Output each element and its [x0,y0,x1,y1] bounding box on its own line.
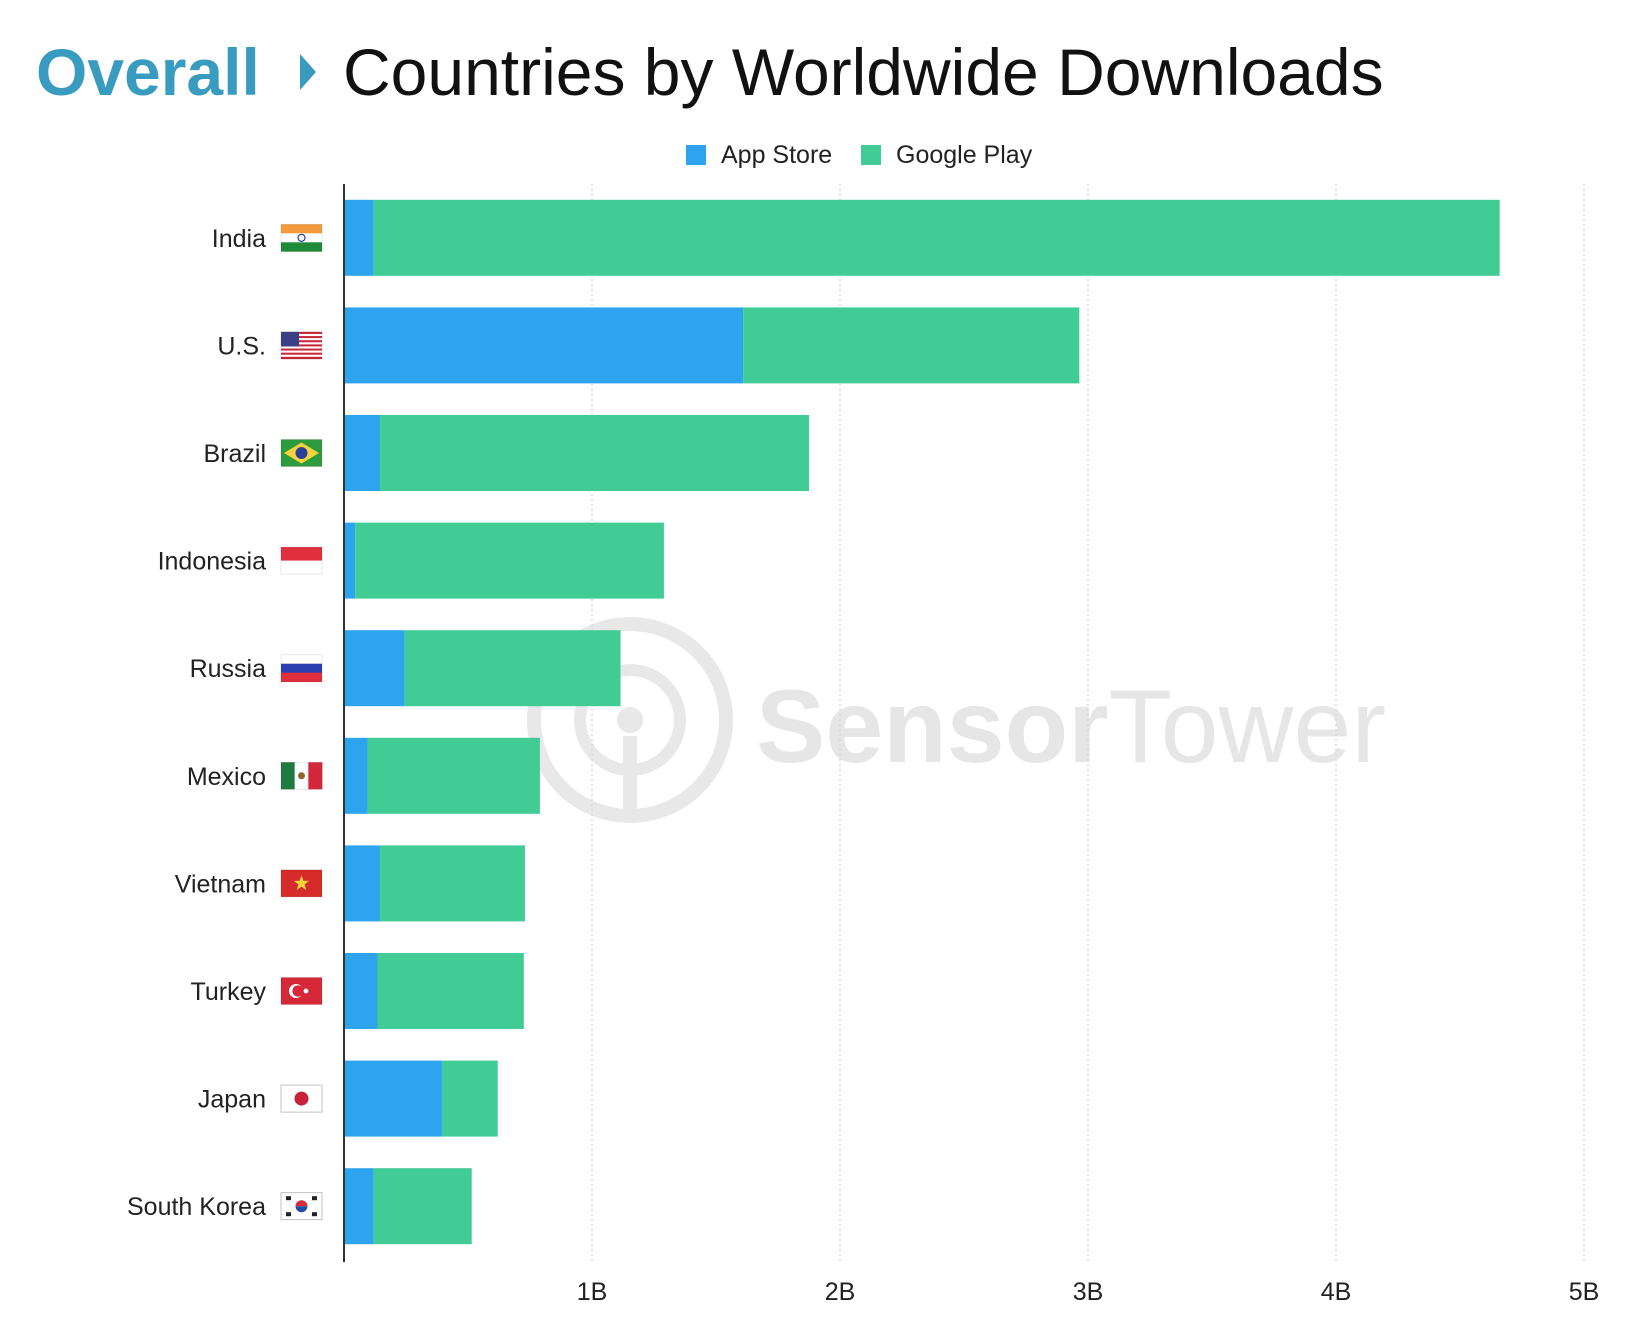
sensor-tower-logo-icon [527,617,733,823]
y-tick-label-mexico: Mexico [187,763,266,791]
y-tick-label-vietnam: Vietnam [175,870,266,898]
y-tick-label-south-korea: South Korea [127,1193,266,1221]
bar-app-store-mexico[interactable] [344,737,368,814]
us-flag-icon [280,331,323,360]
bar-google-play-turkey[interactable] [377,953,524,1029]
bar-group-indonesia [344,522,664,599]
japan-flag-icon [280,1084,323,1113]
header: Overall Countries by Worldwide Downloads [36,35,1384,109]
legend-swatch-app-store [686,145,706,165]
bar-google-play-vietnam[interactable] [379,845,526,922]
bar-group-india [344,199,1500,276]
y-tick-label-japan: Japan [198,1086,266,1114]
legend-label-app-store: App Store [721,141,832,169]
bar-google-play-japan[interactable] [441,1060,498,1137]
category-layer: India U.S. Brazil Indonesia Russia Mexico Viet… [127,223,323,1221]
bar-google-play-south-korea[interactable] [373,1168,472,1245]
tick-layer: 1B 2B 3B 4B 5B [577,1278,1600,1306]
russia-flag-icon [280,654,323,683]
caret-right-icon [300,54,316,90]
bar-google-play-indonesia[interactable] [355,522,664,599]
bar-group-south-korea [344,1168,472,1245]
bar-app-store-indonesia[interactable] [344,522,356,599]
bar-app-store-brazil[interactable] [344,415,380,491]
bar-app-store-south-korea[interactable] [344,1168,374,1245]
y-tick-label-turkey: Turkey [191,978,267,1006]
vietnam-flag-icon [280,869,323,898]
x-tick-label-5b: 5B [1569,1278,1600,1306]
bar-app-store-russia[interactable] [344,630,405,707]
legend-label-google-play: Google Play [896,141,1033,169]
bar-group-u-s [344,307,1080,384]
bar-group-japan [344,1060,498,1137]
turkey-flag-icon [280,977,323,1005]
legend-item-app-store[interactable]: App Store [686,141,832,169]
bar-group-brazil [344,415,809,491]
bar-google-play-india[interactable] [373,199,1500,276]
x-tick-label-3b: 3B [1073,1278,1104,1306]
bar-group-vietnam [344,845,526,922]
y-tick-label-india: India [212,225,266,253]
page-title: Countries by Worldwide Downloads [343,35,1384,109]
x-tick-label-2b: 2B [825,1278,856,1306]
bar-app-store-turkey[interactable] [344,953,378,1029]
bar-google-play-u-s[interactable] [743,307,1080,384]
south-korea-flag-icon [280,1192,323,1221]
mexico-flag-icon [280,761,323,790]
watermark-brand-light: Tower [1109,669,1386,785]
bar-google-play-mexico[interactable] [367,737,540,814]
y-tick-label-brazil: Brazil [203,440,266,468]
bar-group-russia [344,630,621,707]
legend-item-google-play[interactable]: Google Play [861,141,1033,169]
bar-group-turkey [344,953,524,1029]
x-tick-label-4b: 4B [1321,1278,1352,1306]
y-tick-label-u-s: U.S. [217,332,266,360]
watermark-brand-bold: Sensor [756,669,1109,785]
brazil-flag-icon [280,439,323,467]
bars-layer [344,199,1500,1245]
indonesia-flag-icon [280,546,323,575]
x-tick-label-1b: 1B [577,1278,608,1306]
watermark: SensorTower [527,617,1386,823]
bar-google-play-russia[interactable] [404,630,621,707]
bar-app-store-vietnam[interactable] [344,845,380,922]
y-tick-label-indonesia: Indonesia [158,548,267,576]
y-tick-label-russia: Russia [190,655,267,683]
watermark-brand-text: SensorTower [756,669,1386,785]
bar-app-store-japan[interactable] [344,1060,442,1137]
bar-app-store-u-s[interactable] [344,307,744,384]
breadcrumb-overall-link[interactable]: Overall [36,35,260,109]
legend-swatch-google-play [861,145,881,165]
bar-app-store-india[interactable] [344,199,374,276]
legend: App Store Google Play [686,141,1033,169]
india-flag-icon [280,223,323,252]
bar-google-play-brazil[interactable] [379,415,809,491]
bar-group-mexico [344,737,540,814]
